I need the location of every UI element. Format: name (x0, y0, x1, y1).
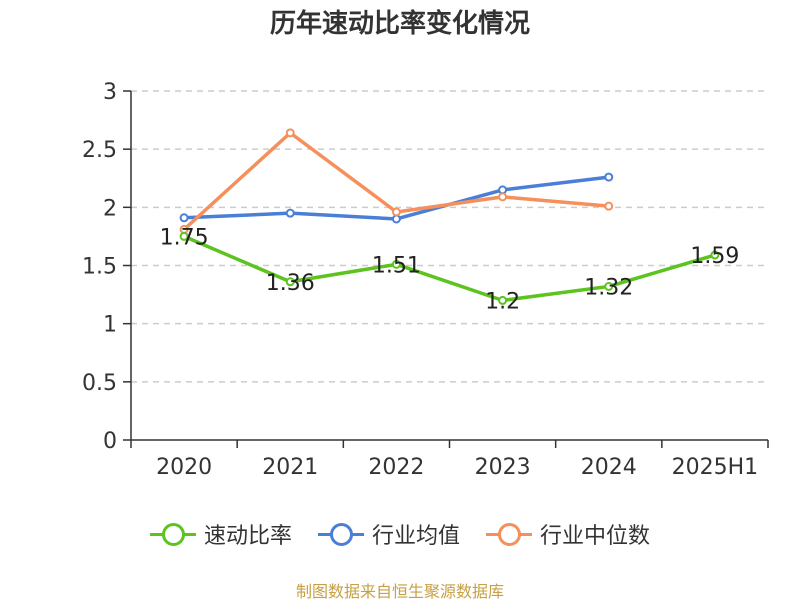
data-point (391, 207, 401, 217)
series-line (182, 234, 717, 303)
legend-marker-quick-ratio-icon (149, 522, 196, 546)
data-point (604, 172, 614, 182)
data-point (498, 185, 508, 195)
data-point (710, 250, 720, 260)
x-tick-label: 2023 (475, 455, 531, 480)
x-tick-label: 2022 (368, 455, 424, 480)
chart-title: 历年速动比率变化情况 (269, 9, 530, 39)
data-point (604, 201, 614, 211)
series-lines (179, 128, 720, 305)
data-label: 1.75 (160, 225, 209, 250)
axes: 0 0.5 1 1.5 2 2.5 3 2020 2021 2022 2023 2024 2025H1 (82, 80, 769, 480)
data-source-note: 制图数据来自恒生聚源数据库 (295, 582, 504, 601)
data-point (179, 213, 189, 223)
data-point (391, 214, 401, 224)
y-tick-label: 2 (103, 196, 117, 221)
data-label: 1.36 (266, 271, 315, 296)
y-tick-label: 1.5 (82, 255, 117, 280)
data-point (285, 208, 295, 218)
legend-item-quick-ratio[interactable]: 速动比率 (149, 518, 292, 550)
grid-lines (131, 90, 768, 383)
legend-marker-industry-mean-icon (317, 522, 364, 546)
data-point (285, 277, 295, 287)
y-tick-label: 3 (103, 80, 117, 105)
y-tick-label: 0.5 (82, 371, 117, 396)
y-tick-label: 1 (103, 313, 117, 338)
data-point (498, 295, 508, 305)
legend-label-industry-mean: 行业均值 (371, 524, 460, 549)
legend-label-industry-median: 行业中位数 (540, 524, 651, 549)
x-tick-label: 2025H1 (672, 455, 759, 480)
data-point (498, 192, 508, 202)
x-tick-label: 2024 (581, 455, 637, 480)
legend-label-quick-ratio: 速动比率 (203, 524, 292, 549)
data-label: 1.51 (372, 253, 421, 278)
data-label: 1.32 (584, 275, 633, 300)
data-labels: 1.75 1.36 1.51 1.2 1.32 1.59 (160, 225, 740, 314)
legend-item-industry-median[interactable]: 行业中位数 (486, 518, 650, 550)
data-label: 1.59 (690, 244, 739, 269)
x-tick-label: 2020 (156, 455, 212, 480)
data-label: 1.2 (485, 289, 520, 314)
legend-marker-industry-median-icon (486, 522, 532, 546)
y-tick-label: 0 (103, 429, 117, 454)
data-point (391, 259, 401, 269)
y-tick-label: 2.5 (82, 138, 117, 163)
legend-item-industry-mean[interactable]: 行业均值 (317, 518, 460, 550)
x-tick-label: 2021 (262, 455, 318, 480)
legend: 速动比率 行业均值 行业中位数 (0, 518, 800, 550)
data-point (285, 128, 295, 138)
data-point (179, 231, 189, 241)
data-point (604, 281, 614, 291)
